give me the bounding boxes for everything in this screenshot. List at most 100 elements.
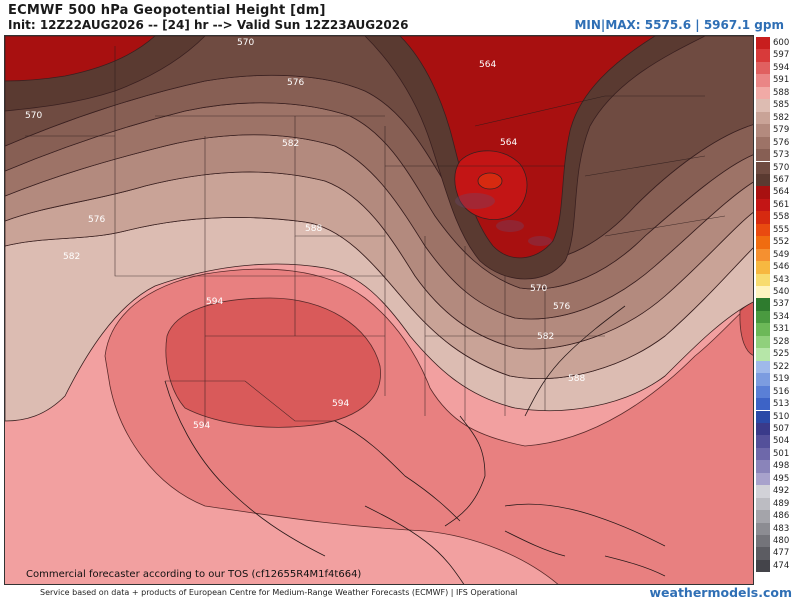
legend-item: 594 <box>756 61 798 75</box>
contour-label: 588 <box>568 374 585 384</box>
legend-swatch <box>756 547 770 560</box>
contour-label: 588 <box>305 224 322 234</box>
height-map: 570 564 570 576 582 564 576 582 588 594 … <box>4 35 754 585</box>
legend-label: 564 <box>773 187 790 198</box>
legend-swatch <box>756 323 770 336</box>
legend-label: 600 <box>773 38 790 48</box>
legend-label: 498 <box>773 461 790 472</box>
min-max-readout: MIN|MAX: 5575.6 | 5967.1 gpm <box>574 18 784 32</box>
legend-label: 495 <box>773 473 790 484</box>
brand-link[interactable]: weathermodels.com <box>649 585 792 600</box>
legend-label: 510 <box>773 411 790 422</box>
legend-item: 570 <box>756 161 798 174</box>
legend-item: 579 <box>756 124 798 137</box>
contour-label: 594 <box>206 297 223 307</box>
legend-item: 480 <box>756 535 798 548</box>
legend-label: 492 <box>773 486 790 497</box>
legend-label: 501 <box>773 448 790 459</box>
legend-item: 600 <box>756 37 798 50</box>
legend-item: 507 <box>756 422 798 436</box>
legend-swatch <box>756 49 770 62</box>
legend-swatch <box>756 435 770 448</box>
great-lakes <box>455 193 552 246</box>
legend-label: 519 <box>773 374 790 385</box>
legend-swatch <box>756 360 770 374</box>
legend-label: 591 <box>773 75 790 86</box>
legend-swatch <box>756 173 770 187</box>
legend-swatch <box>756 398 770 411</box>
legend-swatch <box>756 161 770 174</box>
legend-item: 573 <box>756 149 798 162</box>
legend-swatch <box>756 186 770 199</box>
legend-swatch <box>756 385 770 399</box>
legend-swatch <box>756 236 770 249</box>
legend-label: 525 <box>773 349 790 360</box>
legend-item: 564 <box>756 186 798 199</box>
legend-swatch <box>756 310 770 324</box>
legend-item: 591 <box>756 74 798 87</box>
legend-item: 552 <box>756 236 798 249</box>
height-map-svg: 570 564 570 576 582 564 576 582 588 594 … <box>5 36 753 584</box>
legend-label: 513 <box>773 399 790 410</box>
legend-label: 537 <box>773 299 790 310</box>
contour-label: 582 <box>282 139 299 149</box>
legend-item: 561 <box>756 198 798 212</box>
legend-label: 546 <box>773 262 790 273</box>
legend-label: 543 <box>773 274 790 285</box>
legend-swatch <box>756 522 770 535</box>
legend-label: 474 <box>773 560 790 571</box>
legend-swatch <box>756 149 770 162</box>
legend-item: 513 <box>756 398 798 411</box>
legend-item: 549 <box>756 248 798 262</box>
legend-swatch <box>756 422 770 436</box>
legend-label: 567 <box>773 174 790 185</box>
contour-label: 576 <box>553 302 570 312</box>
legend-item: 495 <box>756 472 798 486</box>
contour-labels: 570 564 570 576 582 564 576 582 588 594 … <box>25 38 585 431</box>
legend-swatch <box>756 559 770 573</box>
legend-swatch <box>756 460 770 473</box>
legend-label: 477 <box>773 548 790 559</box>
legend-item: 483 <box>756 522 798 535</box>
legend-item: 510 <box>756 410 798 423</box>
contour-label: 576 <box>287 78 304 88</box>
legend-label: 531 <box>773 324 790 335</box>
legend-label: 489 <box>773 498 790 509</box>
legend-label: 597 <box>773 50 790 61</box>
band-594 <box>165 297 381 428</box>
contour-label: 570 <box>530 284 547 294</box>
band-558-center <box>477 172 503 190</box>
contour-label: 564 <box>500 138 517 148</box>
legend-swatch <box>756 248 770 262</box>
legend-label: 561 <box>773 199 790 210</box>
legend-item: 474 <box>756 559 798 573</box>
legend-swatch <box>756 86 770 100</box>
coastlines <box>164 305 666 584</box>
legend-swatch <box>756 61 770 75</box>
legend-item: 519 <box>756 373 798 386</box>
data-attribution: Service based on data + products of Euro… <box>40 588 518 597</box>
legend-item: 546 <box>756 261 798 274</box>
legend-label: 534 <box>773 311 790 322</box>
legend-item: 588 <box>756 86 798 100</box>
color-legend: 600 597 594 591 588 585 582 579 576 573 570 567 564 5… <box>756 37 798 585</box>
legend-swatch <box>756 447 770 461</box>
legend-label: 522 <box>773 361 790 372</box>
legend-label: 516 <box>773 386 790 397</box>
legend-label: 549 <box>773 249 790 260</box>
map-subtitle: Init: 12Z22AUG2026 -- [24] hr --> Valid … <box>8 18 409 32</box>
legend-swatch <box>756 74 770 87</box>
legend-item: 522 <box>756 360 798 374</box>
legend-label: 582 <box>773 112 790 123</box>
contour-label: 576 <box>88 215 105 225</box>
legend-label: 594 <box>773 62 790 73</box>
legend-item: 555 <box>756 223 798 237</box>
legend-label: 480 <box>773 536 790 546</box>
legend-label: 552 <box>773 237 790 248</box>
legend-swatch <box>756 373 770 386</box>
legend-item: 543 <box>756 273 798 286</box>
legend-item: 534 <box>756 310 798 324</box>
legend-swatch <box>756 485 770 498</box>
legend-swatch <box>756 124 770 137</box>
political-borders <box>25 46 726 426</box>
